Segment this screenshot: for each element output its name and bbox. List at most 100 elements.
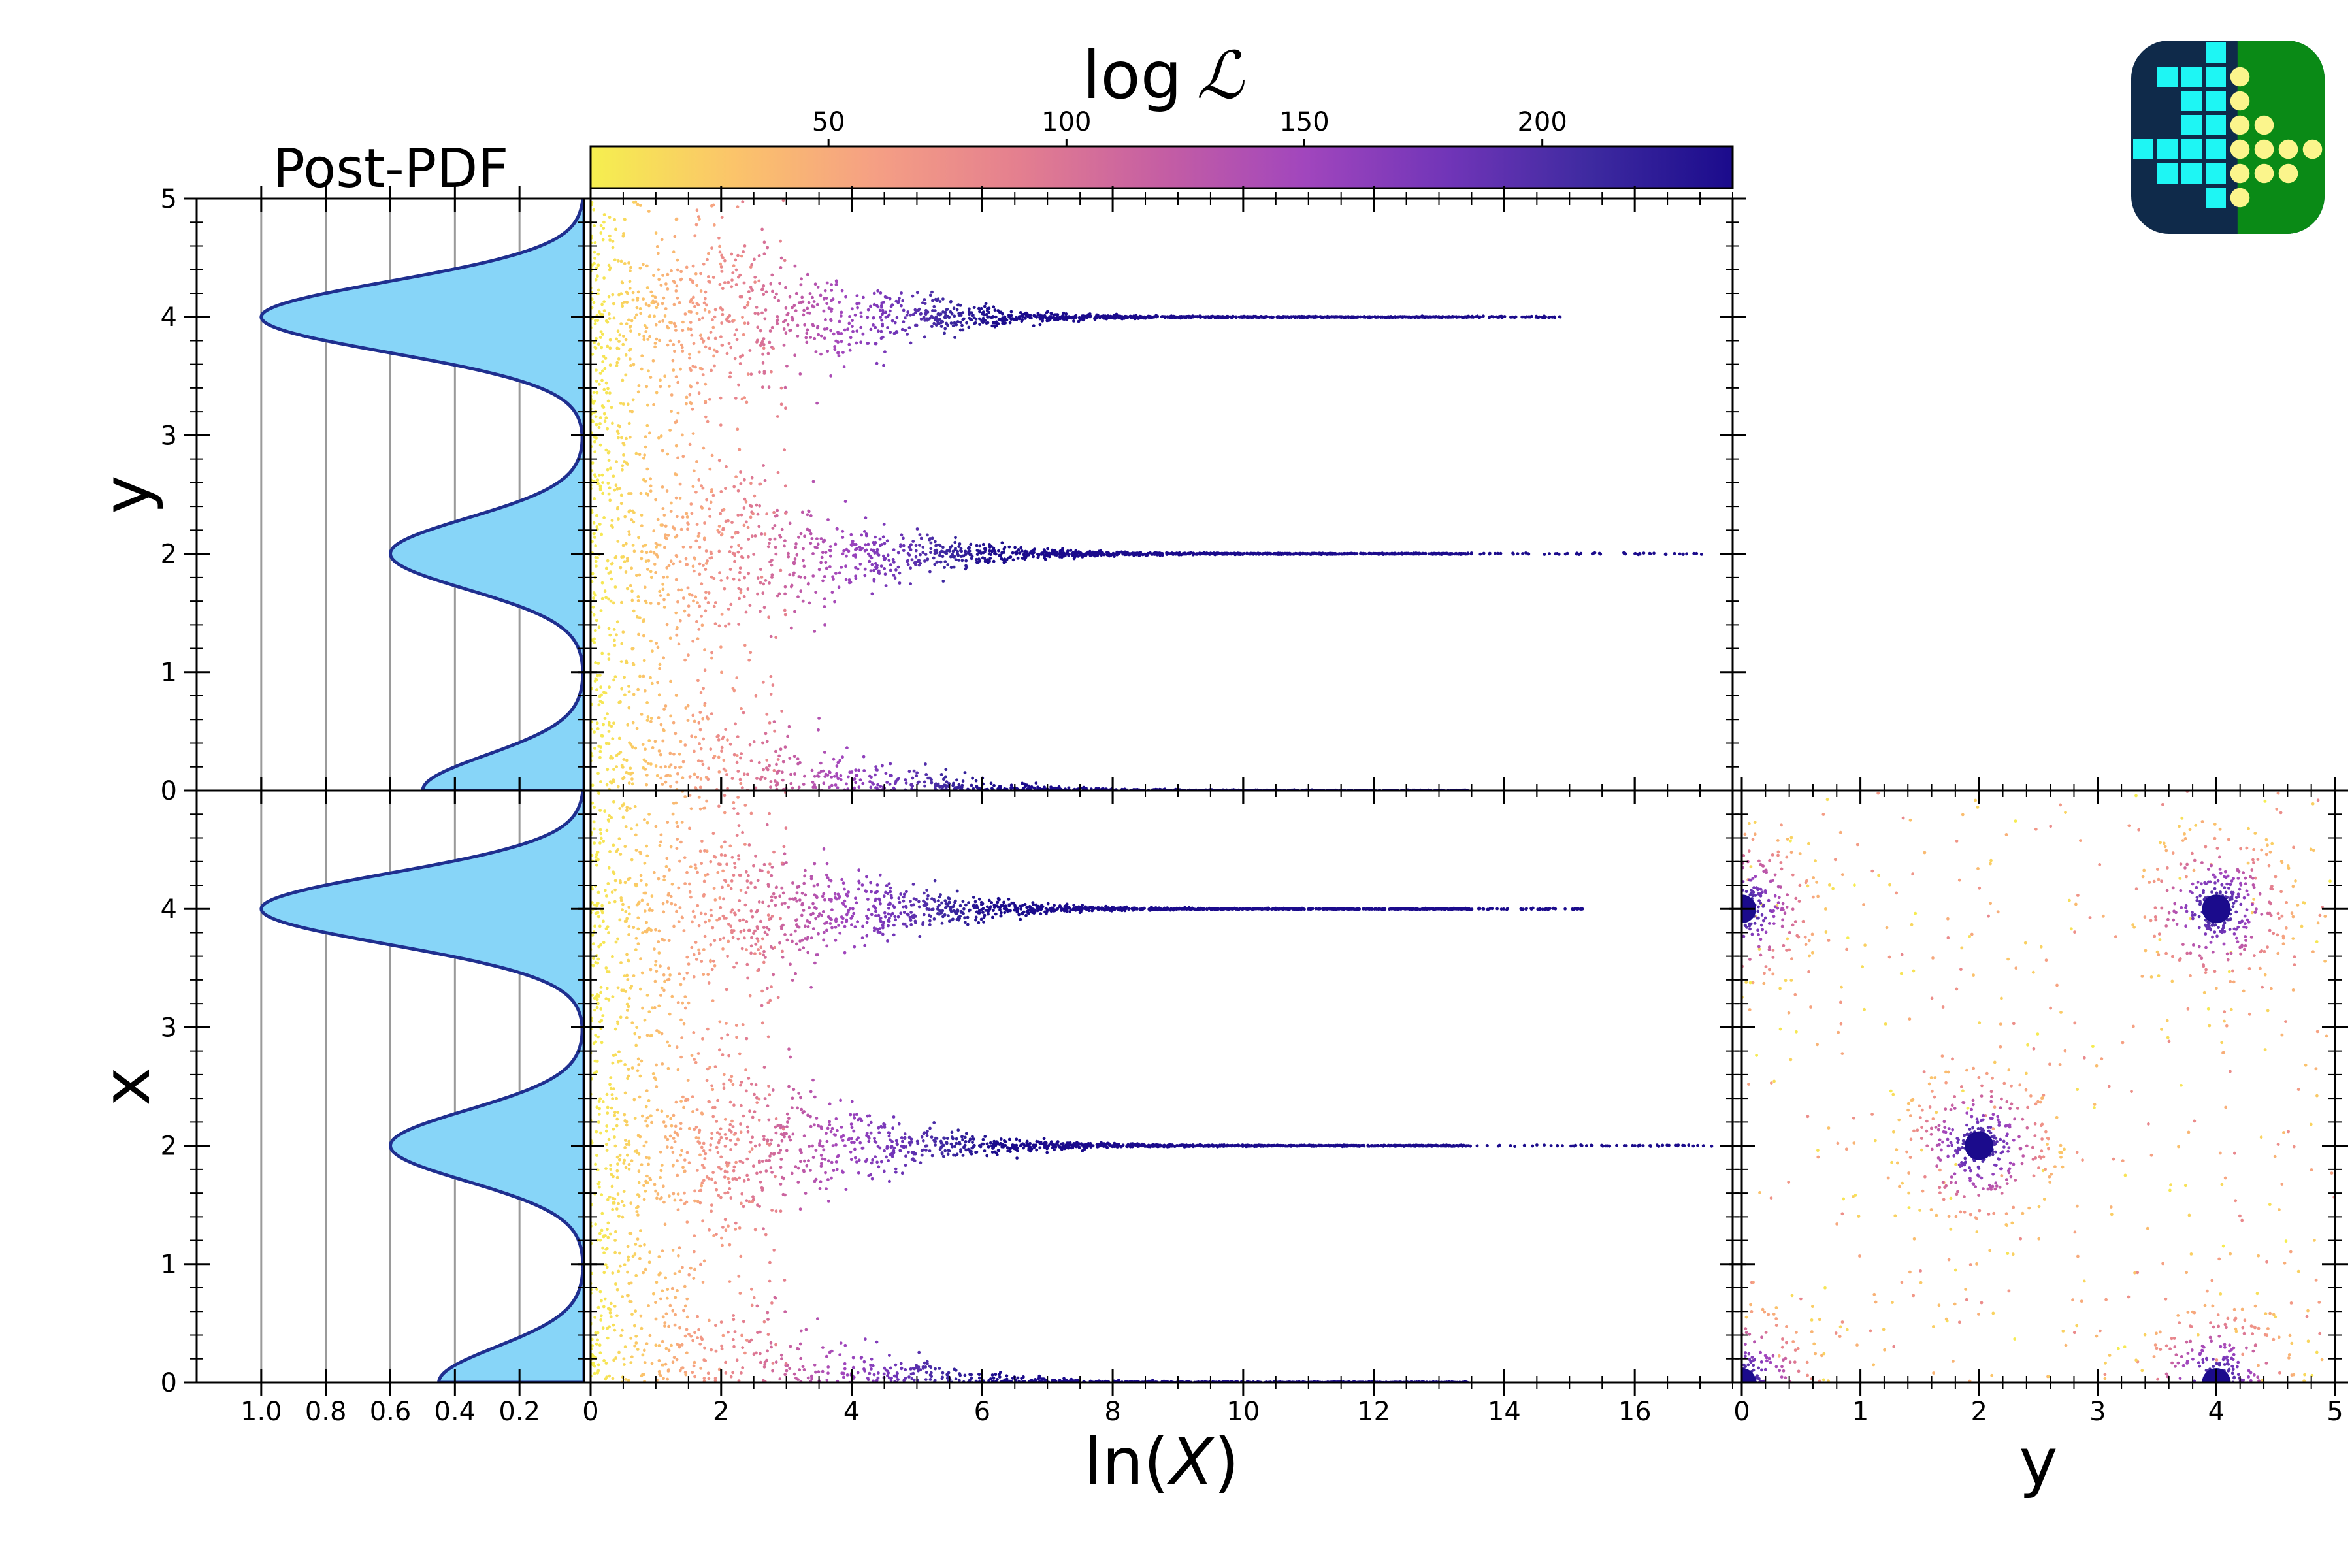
scatter-point <box>749 265 753 269</box>
scatter-point <box>798 786 801 789</box>
scatter-point <box>916 527 919 531</box>
scatter-point <box>674 536 677 539</box>
y-tick-label: 2 <box>161 540 177 570</box>
scatter-point <box>656 245 659 248</box>
scatter-point <box>669 680 672 683</box>
scatter-point <box>890 305 893 308</box>
scatter-point <box>619 322 623 325</box>
scatter-point <box>1101 315 1104 318</box>
scatter-point <box>868 809 872 813</box>
scatter-point <box>735 283 738 286</box>
scatter-point <box>687 704 690 708</box>
scatter-point <box>662 514 666 517</box>
scatter-point <box>799 810 802 813</box>
scatter-point <box>736 770 740 773</box>
scatter-point <box>651 746 655 749</box>
scatter-point <box>661 274 664 277</box>
scatter-point <box>806 307 809 310</box>
scatter-point <box>738 571 742 574</box>
scatter-point <box>1305 316 1308 319</box>
scatter-point <box>606 345 609 348</box>
scatter-point <box>765 713 768 716</box>
scatter-point <box>845 555 848 558</box>
scatter-point <box>1024 792 1027 796</box>
scatter-point <box>622 544 625 547</box>
scatter-point <box>1664 553 1667 556</box>
scatter-point <box>1058 318 1062 321</box>
scatter-point <box>719 251 722 254</box>
scatter-point <box>604 589 607 593</box>
scatter-point <box>630 836 633 839</box>
scatter-point <box>953 541 956 544</box>
scatter-point <box>663 546 666 549</box>
scatter-point <box>701 623 704 627</box>
scatter-point <box>770 780 773 783</box>
scatter-point <box>841 289 844 293</box>
scatter-point <box>1012 558 1015 561</box>
scatter-point <box>879 316 882 319</box>
scatter-point <box>1418 552 1421 555</box>
scatter-point <box>674 612 678 615</box>
scatter-point <box>632 299 635 302</box>
scatter-point <box>815 350 818 353</box>
scatter-point <box>1475 315 1478 318</box>
scatter-point <box>644 435 647 438</box>
scatter-point <box>702 487 705 490</box>
scatter-point <box>714 622 717 625</box>
scatter-point <box>623 262 627 265</box>
scatter-point <box>728 342 731 345</box>
scatter-point <box>698 563 702 566</box>
scatter-point <box>629 329 632 333</box>
scatter-point <box>604 416 608 419</box>
scatter-point <box>811 781 815 784</box>
scatter-point <box>985 302 988 305</box>
scatter-point <box>960 559 964 562</box>
scatter-point <box>763 606 766 609</box>
scatter-point <box>812 480 815 483</box>
scatter-point <box>1685 552 1688 555</box>
scatter-point <box>630 599 634 602</box>
scatter-point <box>860 312 863 315</box>
scatter-point <box>603 309 606 312</box>
scatter-point <box>1319 315 1322 318</box>
scatter-point <box>824 561 827 564</box>
scatter-point <box>685 396 689 399</box>
scatter-point <box>887 559 890 562</box>
scatter-point <box>746 587 749 591</box>
scatter-point <box>704 346 708 349</box>
scatter-point <box>1503 315 1507 318</box>
scatter-point <box>887 553 890 557</box>
scatter-point <box>745 500 748 504</box>
scatter-point <box>855 577 858 580</box>
scatter-point <box>825 551 828 554</box>
scatter-point <box>875 768 878 772</box>
scatter-point <box>608 572 611 575</box>
scatter-point <box>683 659 687 662</box>
scatter-point <box>740 482 743 485</box>
scatter-point <box>1002 551 1005 554</box>
scatter-point <box>778 806 781 809</box>
scatter-point <box>627 402 630 406</box>
scatter-point <box>844 500 847 503</box>
scatter-point <box>820 794 823 797</box>
scatter-point <box>828 826 832 829</box>
scatter-point <box>803 775 806 778</box>
scatter-point <box>804 336 808 340</box>
scatter-point <box>738 597 741 600</box>
scatter-point <box>823 297 826 301</box>
scatter-point <box>985 321 988 325</box>
scatter-point <box>1060 553 1064 557</box>
scatter-point <box>923 559 926 563</box>
scatter-point <box>741 354 744 357</box>
scatter-point <box>987 311 990 314</box>
scatter-point <box>727 608 730 611</box>
scatter-point <box>930 778 933 781</box>
scatter-point <box>793 353 796 357</box>
scatter-point <box>772 683 775 687</box>
scatter-point <box>830 289 833 292</box>
scatter-point <box>836 777 840 780</box>
scatter-point <box>685 799 689 802</box>
scatter-point <box>679 483 682 486</box>
scatter-point <box>995 322 998 325</box>
scatter-point <box>759 849 762 853</box>
